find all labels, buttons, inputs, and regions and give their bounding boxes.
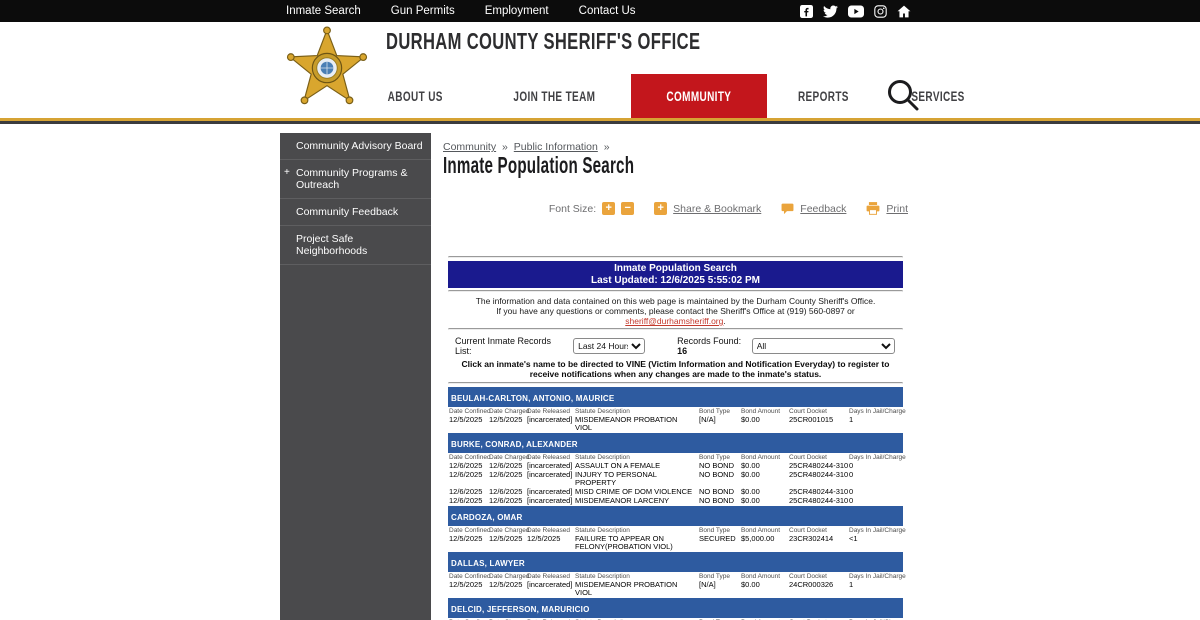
- twitter-icon: [823, 4, 838, 18]
- inmate-name-link[interactable]: BURKE, CONRAD, ALEXANDER: [451, 440, 578, 449]
- font-increase-button[interactable]: +: [602, 202, 616, 215]
- share-bookmark-link[interactable]: Share & Bookmark: [673, 202, 762, 215]
- inmate-records-table: BEULAH-CARLTON, ANTONIO, MAURICE Date Con…: [448, 387, 906, 620]
- nav-services[interactable]: SERVICES: [911, 88, 965, 104]
- report-header: Inmate Population Search Last Updated: 1…: [448, 261, 903, 288]
- sidebar-item-project-safe-neighborhoods[interactable]: Project Safe Neighborhoods: [280, 226, 431, 266]
- nav-reports[interactable]: REPORTS: [797, 88, 849, 104]
- sidebar: Community Advisory Board + Community Progr…: [280, 133, 431, 620]
- charge-row: 12/5/2025 12/5/2025 12/5/2025 FAILURE TO AP…: [449, 535, 858, 551]
- sheriff-badge-logo: [284, 26, 370, 119]
- gold-divider: [0, 118, 1200, 121]
- charge-row: 12/6/2025 12/6/2025 [incarcerated] INJURY T…: [449, 471, 854, 487]
- breadcrumb-separator: »: [603, 141, 610, 153]
- inmate-report-frame: Inmate Population Search Last Updated: 1…: [448, 254, 906, 620]
- filter-select[interactable]: All: [751, 338, 895, 354]
- feedback-icon: [781, 203, 794, 214]
- site-header: DURHAM COUNTY SHERIFF'S OFFICE ABOUT US J…: [0, 22, 1200, 118]
- inmate-name-row: DELCID, JEFFERSON, MARURICIO: [448, 598, 904, 618]
- sidebar-item-community-advisory-board[interactable]: Community Advisory Board: [280, 133, 431, 161]
- site-title: DURHAM COUNTY SHERIFF'S OFFICE: [386, 28, 701, 54]
- inmate-name-link[interactable]: DELCID, JEFFERSON, MARURICIO: [451, 605, 590, 614]
- twitter-link[interactable]: [823, 4, 838, 18]
- main-nav: ABOUT US JOIN THE TEAM COMMUNITY REPORTS SER…: [378, 74, 974, 118]
- youtube-link[interactable]: [848, 5, 864, 18]
- search-icon[interactable]: [882, 75, 924, 122]
- report-title: Inmate Population Search: [614, 263, 737, 274]
- expand-plus-icon[interactable]: +: [284, 167, 290, 179]
- font-decrease-button[interactable]: −: [621, 202, 635, 215]
- topbar-links: Inmate Search Gun Permits Employment Contac…: [286, 5, 636, 17]
- separator: [448, 290, 903, 293]
- breadcrumb-link-public-information[interactable]: Public Information: [513, 141, 598, 153]
- home-link[interactable]: [897, 5, 911, 18]
- font-size-label: Font Size:: [548, 202, 597, 215]
- inmate-name-row: BURKE, CONRAD, ALEXANDER: [448, 433, 904, 453]
- dark-divider: [0, 121, 1200, 124]
- separator: [448, 328, 903, 331]
- separator: [448, 256, 903, 259]
- home-icon: [897, 5, 911, 17]
- report-controls: Current Inmate Records List: Last 24 Hou…: [448, 336, 903, 356]
- report-info: The information and data contained on th…: [448, 296, 903, 326]
- inmate-name-row: DALLAS, LAWYER: [448, 552, 904, 572]
- inmate-name-link[interactable]: BEULAH-CARLTON, ANTONIO, MAURICE: [451, 394, 615, 403]
- page-title: Inmate Population Search: [443, 152, 635, 178]
- inmate-name-row: BEULAH-CARLTON, ANTONIO, MAURICE: [448, 387, 904, 407]
- info-line1: The information and data contained on th…: [475, 296, 876, 306]
- topbar-social: [800, 4, 911, 18]
- sheriff-email-link[interactable]: sheriff@durhamsheriff.org: [625, 316, 724, 326]
- facebook-icon: [800, 4, 813, 18]
- page-toolbar: Font Size: + − + Share & Bookmark Feedba…: [443, 202, 908, 215]
- info-line2: If you have any questions or comments, p…: [496, 306, 855, 326]
- records-list-label: Current Inmate Records List:: [455, 336, 552, 356]
- topbar-link-inmate-search[interactable]: Inmate Search: [286, 5, 361, 17]
- charge-row: 12/5/2025 12/5/2025 [incarcerated] MISDEMEA…: [449, 416, 854, 432]
- charge-row: 12/6/2025 12/6/2025 [incarcerated] MISDEMEA…: [449, 497, 854, 505]
- instagram-link[interactable]: [874, 4, 887, 18]
- share-icon: +: [654, 202, 668, 215]
- separator: [448, 382, 903, 385]
- inmate-records-body: BEULAH-CARLTON, ANTONIO, MAURICE Date Con…: [448, 387, 906, 620]
- breadcrumb-separator: »: [502, 141, 508, 153]
- facebook-link[interactable]: [800, 4, 813, 18]
- records-found-count: 16: [677, 346, 688, 356]
- inmate-name-row: CARDOZA, OMAR: [448, 506, 904, 526]
- charge-row: 12/5/2025 12/5/2025 [incarcerated] MISDEMEA…: [449, 581, 854, 597]
- nav-about-us[interactable]: ABOUT US: [387, 88, 443, 104]
- sidebar-item-community-programs-outreach[interactable]: + Community Programs & Outreach: [280, 160, 431, 200]
- print-icon: [866, 202, 880, 215]
- nav-join-the-team[interactable]: JOIN THE TEAM: [512, 88, 595, 104]
- inmate-name-link[interactable]: DALLAS, LAWYER: [451, 559, 525, 568]
- youtube-icon: [848, 5, 864, 17]
- records-found: Records Found: 16: [677, 336, 742, 356]
- nav-community[interactable]: COMMUNITY: [631, 74, 768, 118]
- records-list-select[interactable]: Last 24 Hours: [573, 338, 646, 354]
- charge-row: 12/6/2025 12/6/2025 [incarcerated] ASSAULT …: [449, 462, 854, 470]
- vine-note: Click an inmate's name to be directed to…: [461, 359, 890, 379]
- report-last-updated: Last Updated: 12/6/2025 5:55:02 PM: [591, 274, 760, 286]
- inmate-name-link[interactable]: CARDOZA, OMAR: [451, 513, 523, 522]
- instagram-icon: [874, 4, 887, 18]
- print-link[interactable]: Print: [886, 202, 908, 215]
- topbar: Inmate Search Gun Permits Employment Contac…: [0, 0, 1200, 22]
- topbar-link-gun-permits[interactable]: Gun Permits: [390, 5, 455, 17]
- charge-row: 12/6/2025 12/6/2025 [incarcerated] MISD CRI…: [449, 488, 854, 496]
- topbar-link-contact-us[interactable]: Contact Us: [578, 5, 636, 17]
- feedback-link[interactable]: Feedback: [800, 202, 847, 215]
- breadcrumb: Community » Public Information »: [443, 141, 613, 153]
- breadcrumb-link-community[interactable]: Community: [443, 141, 497, 153]
- sidebar-item-community-feedback[interactable]: Community Feedback: [280, 199, 431, 227]
- topbar-link-employment[interactable]: Employment: [484, 5, 549, 17]
